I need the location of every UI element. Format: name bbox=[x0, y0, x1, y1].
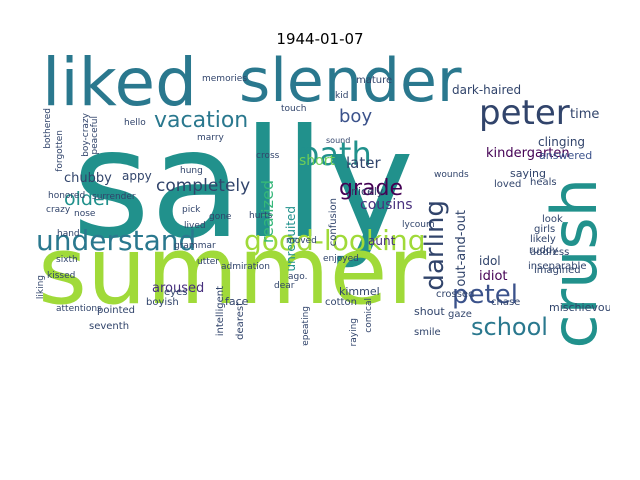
cloud-word: liking bbox=[36, 275, 46, 300]
cloud-word: honored bbox=[48, 191, 86, 201]
cloud-word: good-looking bbox=[244, 224, 426, 257]
cloud-word: attentions bbox=[56, 304, 102, 314]
cloud-word: touch bbox=[281, 104, 307, 114]
cloud-word: seventh bbox=[89, 321, 130, 332]
cloud-word: gone bbox=[209, 212, 232, 222]
cloud-word: summer bbox=[38, 217, 427, 326]
cloud-word: sixth bbox=[56, 255, 78, 265]
cloud-word: kissed bbox=[47, 271, 76, 281]
cloud-word: completely bbox=[156, 176, 251, 196]
chart-title: 1944-01-07 bbox=[276, 30, 364, 48]
cloud-word: time bbox=[570, 107, 600, 122]
cloud-word: shout bbox=[414, 305, 445, 318]
cloud-word: hand bbox=[57, 229, 80, 239]
cloud-word: admiration bbox=[221, 262, 270, 272]
cloud-word: idol bbox=[479, 254, 501, 268]
cloud-word: crazy bbox=[46, 205, 71, 215]
cloud-word: grade bbox=[339, 176, 403, 201]
cloud-word: comical bbox=[364, 298, 374, 333]
cloud-word: chase bbox=[491, 297, 521, 308]
cloud-word: lycoum bbox=[402, 220, 435, 230]
cloud-word: repeating bbox=[301, 306, 311, 346]
cloud-word: understand bbox=[36, 224, 197, 257]
cloud-word: look bbox=[542, 214, 563, 225]
cloud-word: aunt bbox=[368, 234, 396, 248]
cloud-word: path bbox=[299, 135, 372, 173]
cloud-word: kid bbox=[335, 91, 349, 101]
cloud-word: likely bbox=[530, 234, 556, 245]
cloud-word: crossed bbox=[436, 289, 475, 300]
cloud-word: gaze bbox=[448, 309, 472, 320]
cloud-word: cotton bbox=[325, 297, 357, 308]
cloud-word: older bbox=[64, 188, 113, 210]
cloud-word: school bbox=[471, 313, 548, 341]
cloud-word: cousins bbox=[360, 197, 413, 213]
cloud-word: moved bbox=[286, 236, 317, 246]
cloud-word: slender bbox=[239, 50, 462, 116]
cloud-word: liked bbox=[42, 50, 198, 121]
cloud-word: sound bbox=[326, 136, 351, 145]
word-cloud: sally summer liked slender crush good-looking… bbox=[34, 50, 610, 346]
cloud-word: boy bbox=[339, 106, 373, 127]
cloud-word: intelligent bbox=[215, 286, 226, 337]
cloud-word: peaceful bbox=[90, 116, 100, 155]
cloud-word: kindergarten bbox=[486, 146, 570, 161]
cloud-word: dark-haired bbox=[452, 83, 522, 97]
cloud-word: idiot bbox=[479, 269, 508, 284]
cloud-word: hung bbox=[180, 166, 203, 176]
cloud-word: mature bbox=[356, 75, 393, 86]
cloud-word: mischievous bbox=[549, 301, 610, 314]
cloud-word: peter bbox=[479, 93, 570, 133]
cloud-word: bothered bbox=[43, 108, 53, 149]
cloud-word: face bbox=[225, 295, 249, 308]
cloud-word: chubby bbox=[64, 171, 112, 186]
cloud-word: ago. bbox=[288, 272, 308, 282]
cloud-word: hurts bbox=[249, 211, 273, 221]
cloud-word: petel bbox=[452, 280, 518, 310]
cloud-word: nicely bbox=[351, 185, 384, 198]
cloud-word: cross bbox=[256, 151, 280, 161]
cloud-word: praying bbox=[349, 318, 359, 346]
cloud-word: vacation bbox=[154, 108, 249, 133]
cloud-word: sally bbox=[72, 98, 415, 272]
cloud-word: surrender bbox=[92, 192, 136, 202]
cloud-word: grammar bbox=[174, 241, 216, 251]
cloud-word: out-and-out bbox=[454, 210, 469, 287]
cloud-word: pointed bbox=[97, 305, 136, 316]
cloud-word: darling bbox=[420, 200, 450, 291]
cloud-word: clinging bbox=[538, 135, 586, 149]
cloud-word: heals bbox=[530, 177, 557, 188]
cloud-word: eyes bbox=[164, 287, 188, 298]
cloud-word: dear bbox=[274, 281, 295, 291]
cloud-word: boyish bbox=[146, 297, 179, 308]
cloud-word: enjoyed bbox=[323, 254, 359, 264]
cloud-word: pick bbox=[182, 205, 201, 215]
cloud-word: boy-crazy bbox=[81, 113, 91, 157]
cloud-word: wounds bbox=[434, 170, 469, 180]
cloud-word: marry bbox=[197, 133, 224, 143]
cloud-word: appy bbox=[122, 169, 152, 183]
cloud-word: lived bbox=[184, 221, 206, 231]
cloud-word: hello bbox=[124, 118, 146, 128]
cloud-word: kimmel bbox=[339, 285, 380, 298]
cloud-word: address bbox=[530, 247, 570, 258]
cloud-word: inseparable bbox=[528, 261, 587, 272]
cloud-word: imagined bbox=[534, 265, 581, 276]
cloud-word: confusion bbox=[328, 198, 339, 247]
cloud-word: girls bbox=[534, 224, 556, 235]
cloud-word: nose bbox=[74, 209, 96, 219]
cloud-word: short bbox=[299, 153, 335, 169]
cloud-word: memories bbox=[202, 74, 248, 84]
cloud-word: answered bbox=[539, 149, 593, 162]
cloud-word: later bbox=[346, 154, 381, 172]
cloud-word: aroused bbox=[152, 281, 205, 296]
cloud-word: forgotten bbox=[55, 130, 65, 172]
cloud-word: utter bbox=[197, 257, 219, 267]
cloud-word: saying bbox=[510, 167, 546, 180]
cloud-word: loved bbox=[494, 179, 522, 190]
cloud-word: ruddy bbox=[529, 245, 559, 256]
cloud-word: smile bbox=[414, 327, 441, 338]
